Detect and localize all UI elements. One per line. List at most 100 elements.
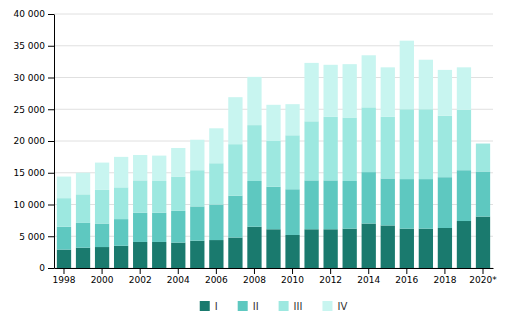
bars bbox=[57, 41, 490, 268]
x-tick: 2004 bbox=[167, 268, 190, 285]
x-tick-mark bbox=[178, 268, 179, 274]
x-tick: 2008 bbox=[243, 268, 266, 285]
bar-segment bbox=[152, 181, 166, 213]
x-tick-mark bbox=[368, 268, 369, 274]
bar-segment bbox=[228, 97, 242, 144]
bar-segment bbox=[476, 143, 490, 144]
bar-segment bbox=[323, 117, 337, 180]
bar-segment bbox=[114, 246, 128, 268]
bar-segment bbox=[285, 135, 299, 189]
bar-segment bbox=[304, 63, 318, 121]
bar-segment bbox=[419, 179, 433, 229]
bar-segment bbox=[209, 128, 223, 163]
y-tick: 40 000 bbox=[14, 9, 55, 19]
bar-segment bbox=[457, 67, 471, 110]
bar-segment bbox=[171, 211, 185, 243]
bar-segment bbox=[266, 229, 280, 268]
legend-label: I bbox=[215, 301, 218, 312]
legend-swatch bbox=[279, 301, 289, 311]
x-tick-mark bbox=[216, 268, 217, 274]
x-tick-mark bbox=[483, 268, 484, 274]
x-axis: 1998200020022004200620082010201220142016… bbox=[53, 268, 498, 285]
bar-segment bbox=[114, 187, 128, 219]
x-tick: 2020* bbox=[469, 268, 497, 285]
bar-segment bbox=[171, 177, 185, 211]
y-tick-label: 40 000 bbox=[14, 9, 46, 19]
chart: 1998200020022004200620082010201220142016… bbox=[0, 0, 507, 320]
y-tick: 0 bbox=[39, 263, 54, 273]
x-tick-label: 2014 bbox=[357, 275, 380, 285]
y-tick: 30 000 bbox=[14, 73, 55, 83]
x-tick-mark bbox=[406, 268, 407, 274]
x-tick-label: 2018 bbox=[433, 275, 456, 285]
bar-segment bbox=[381, 178, 395, 225]
x-tick-mark bbox=[444, 268, 445, 274]
bar-segment bbox=[228, 196, 242, 238]
bar-segment bbox=[343, 181, 357, 229]
bar-segment bbox=[190, 170, 204, 206]
bar-segment bbox=[438, 70, 452, 116]
bar-segment bbox=[343, 229, 357, 268]
y-tick: 5 000 bbox=[19, 232, 54, 242]
bar-segment bbox=[95, 163, 109, 190]
grid-line bbox=[54, 14, 493, 15]
bar-segment bbox=[266, 105, 280, 141]
y-tick-label: 5 000 bbox=[19, 232, 45, 242]
x-tick: 1998 bbox=[53, 268, 76, 285]
bar-segment bbox=[400, 179, 414, 229]
x-tick: 2006 bbox=[205, 268, 228, 285]
bar-segment bbox=[381, 225, 395, 268]
bar-segment bbox=[76, 173, 90, 195]
bar-segment bbox=[304, 121, 318, 180]
bar-segment bbox=[76, 194, 90, 223]
x-tick-label: 2006 bbox=[205, 275, 228, 285]
y-tick-label: 25 000 bbox=[14, 105, 46, 115]
x-tick-label: 2002 bbox=[129, 275, 152, 285]
bar-segment bbox=[362, 172, 376, 223]
bar-segment bbox=[57, 177, 71, 199]
y-tick-label: 20 000 bbox=[14, 136, 46, 146]
y-tick-mark bbox=[48, 109, 54, 110]
legend-swatch bbox=[200, 301, 210, 311]
bar-segment bbox=[362, 107, 376, 172]
bar-segment bbox=[400, 41, 414, 110]
bar-segment bbox=[209, 240, 223, 268]
bar-segment bbox=[133, 180, 147, 212]
legend-label: II bbox=[253, 301, 259, 312]
x-tick: 2010 bbox=[281, 268, 304, 285]
x-tick-mark bbox=[330, 268, 331, 274]
bar-segment bbox=[457, 221, 471, 268]
y-axis-line bbox=[54, 15, 55, 269]
bar-segment bbox=[114, 219, 128, 246]
y-tick-mark bbox=[48, 268, 54, 269]
bar-segment bbox=[152, 213, 166, 242]
bar-segment bbox=[343, 64, 357, 117]
legend-item: IV bbox=[322, 301, 347, 312]
y-tick-label: 30 000 bbox=[14, 73, 46, 83]
x-tick: 2014 bbox=[357, 268, 380, 285]
bar-segment bbox=[419, 229, 433, 268]
bar-segment bbox=[133, 155, 147, 180]
bar-segment bbox=[190, 206, 204, 240]
bar-segment bbox=[247, 181, 261, 227]
bar-segment bbox=[228, 238, 242, 268]
bar-segment bbox=[476, 144, 490, 172]
bar-segment bbox=[323, 229, 337, 268]
legend-item: II bbox=[238, 301, 259, 312]
bar-segment bbox=[438, 177, 452, 228]
bar-segment bbox=[381, 117, 395, 179]
legend-swatch bbox=[238, 301, 248, 311]
y-axis: 05 00010 00015 00020 00025 00030 00035 0… bbox=[14, 9, 55, 273]
bar-segment bbox=[400, 109, 414, 179]
bar-segment bbox=[133, 213, 147, 242]
x-tick-label: 2004 bbox=[167, 275, 190, 285]
bar-segment bbox=[247, 77, 261, 125]
bar-segment bbox=[57, 198, 71, 227]
y-tick-mark bbox=[48, 173, 54, 174]
bar-segment bbox=[95, 247, 109, 268]
x-tick-label: 2008 bbox=[243, 275, 266, 285]
bar-segment bbox=[228, 144, 242, 195]
y-tick: 35 000 bbox=[14, 41, 55, 51]
bar-segment bbox=[457, 110, 471, 170]
bar-segment bbox=[114, 157, 128, 187]
